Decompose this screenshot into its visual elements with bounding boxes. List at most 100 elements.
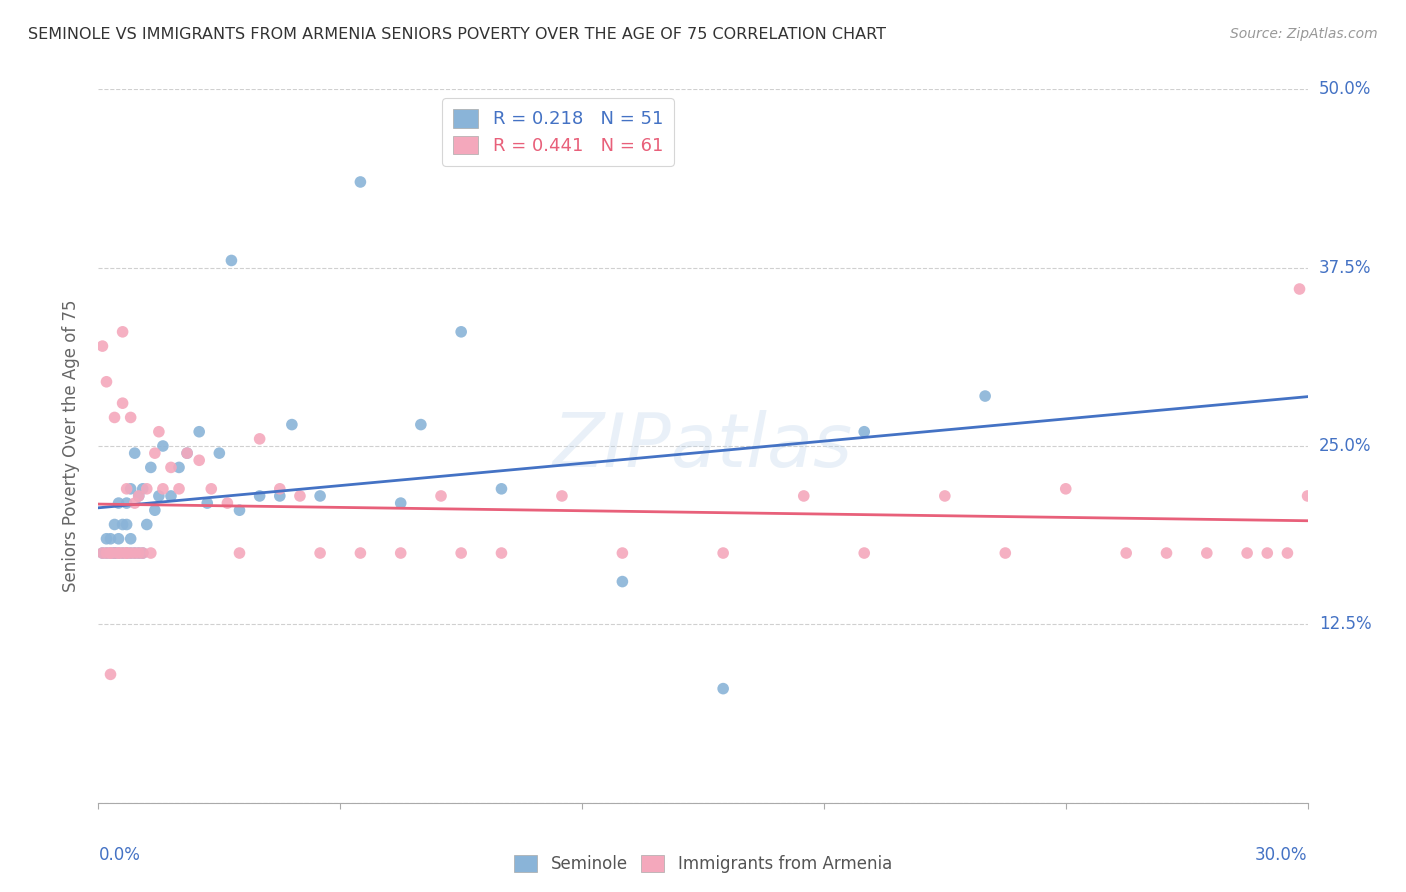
Point: [1115, 546, 1137, 560]
Point: [349, 175, 371, 189]
Point: [1054, 482, 1077, 496]
Point: [120, 410, 142, 425]
Point: [111, 546, 134, 560]
Point: [115, 517, 138, 532]
Point: [115, 546, 138, 560]
Point: [249, 432, 271, 446]
Point: [120, 546, 142, 560]
Legend: Seminole, Immigrants from Armenia: Seminole, Immigrants from Armenia: [508, 848, 898, 880]
Point: [135, 482, 157, 496]
Point: [160, 460, 183, 475]
Point: [1256, 546, 1278, 560]
Text: 12.5%: 12.5%: [1319, 615, 1371, 633]
Point: [100, 532, 122, 546]
Point: [249, 489, 271, 503]
Point: [288, 489, 311, 503]
Point: [96, 546, 118, 560]
Point: [188, 425, 211, 439]
Point: [148, 425, 170, 439]
Point: [103, 546, 125, 560]
Point: [221, 253, 243, 268]
Point: [612, 574, 634, 589]
Point: [176, 446, 198, 460]
Point: [128, 546, 150, 560]
Point: [111, 325, 134, 339]
Y-axis label: Seniors Poverty Over the Age of 75: Seniors Poverty Over the Age of 75: [62, 300, 80, 592]
Point: [152, 439, 174, 453]
Point: [1156, 546, 1178, 560]
Point: [139, 460, 162, 475]
Point: [91, 546, 114, 560]
Point: [389, 496, 412, 510]
Point: [107, 546, 129, 560]
Point: [111, 546, 134, 560]
Point: [228, 503, 250, 517]
Point: [269, 482, 291, 496]
Point: [115, 546, 138, 560]
Point: [107, 546, 129, 560]
Point: [100, 546, 122, 560]
Text: 25.0%: 25.0%: [1319, 437, 1371, 455]
Text: 0.0%: 0.0%: [98, 846, 141, 863]
Point: [491, 482, 513, 496]
Point: [491, 546, 513, 560]
Point: [389, 546, 412, 560]
Point: [124, 446, 146, 460]
Point: [111, 396, 134, 410]
Point: [934, 489, 956, 503]
Point: [188, 453, 211, 467]
Point: [1195, 546, 1218, 560]
Point: [124, 546, 146, 560]
Point: [128, 489, 150, 503]
Point: [96, 532, 118, 546]
Point: [167, 460, 190, 475]
Point: [107, 546, 129, 560]
Point: [120, 532, 142, 546]
Point: [1288, 282, 1310, 296]
Point: [124, 496, 146, 510]
Point: [160, 489, 183, 503]
Point: [115, 496, 138, 510]
Point: [120, 546, 142, 560]
Point: [1296, 489, 1319, 503]
Point: [91, 546, 114, 560]
Point: [132, 546, 155, 560]
Point: [103, 517, 125, 532]
Point: [793, 489, 815, 503]
Point: [139, 546, 162, 560]
Point: [128, 489, 150, 503]
Point: [120, 482, 142, 496]
Point: [176, 446, 198, 460]
Point: [269, 489, 291, 503]
Point: [143, 446, 166, 460]
Point: [217, 496, 239, 510]
Text: 37.5%: 37.5%: [1319, 259, 1371, 277]
Point: [309, 489, 332, 503]
Point: [1277, 546, 1299, 560]
Point: [111, 517, 134, 532]
Point: [711, 681, 734, 696]
Point: [103, 410, 125, 425]
Point: [1236, 546, 1258, 560]
Point: [128, 546, 150, 560]
Point: [450, 325, 472, 339]
Point: [430, 489, 453, 503]
Point: [612, 546, 634, 560]
Point: [195, 496, 218, 510]
Point: [115, 546, 138, 560]
Point: [409, 417, 432, 432]
Point: [349, 546, 371, 560]
Point: [853, 546, 876, 560]
Text: ZIPatlas: ZIPatlas: [553, 410, 853, 482]
Point: [228, 546, 250, 560]
Point: [124, 546, 146, 560]
Text: 30.0%: 30.0%: [1256, 846, 1308, 863]
Text: 50.0%: 50.0%: [1319, 80, 1371, 98]
Point: [711, 546, 734, 560]
Point: [200, 482, 222, 496]
Point: [450, 546, 472, 560]
Point: [132, 482, 155, 496]
Point: [100, 546, 122, 560]
Text: Source: ZipAtlas.com: Source: ZipAtlas.com: [1230, 27, 1378, 41]
Point: [281, 417, 304, 432]
